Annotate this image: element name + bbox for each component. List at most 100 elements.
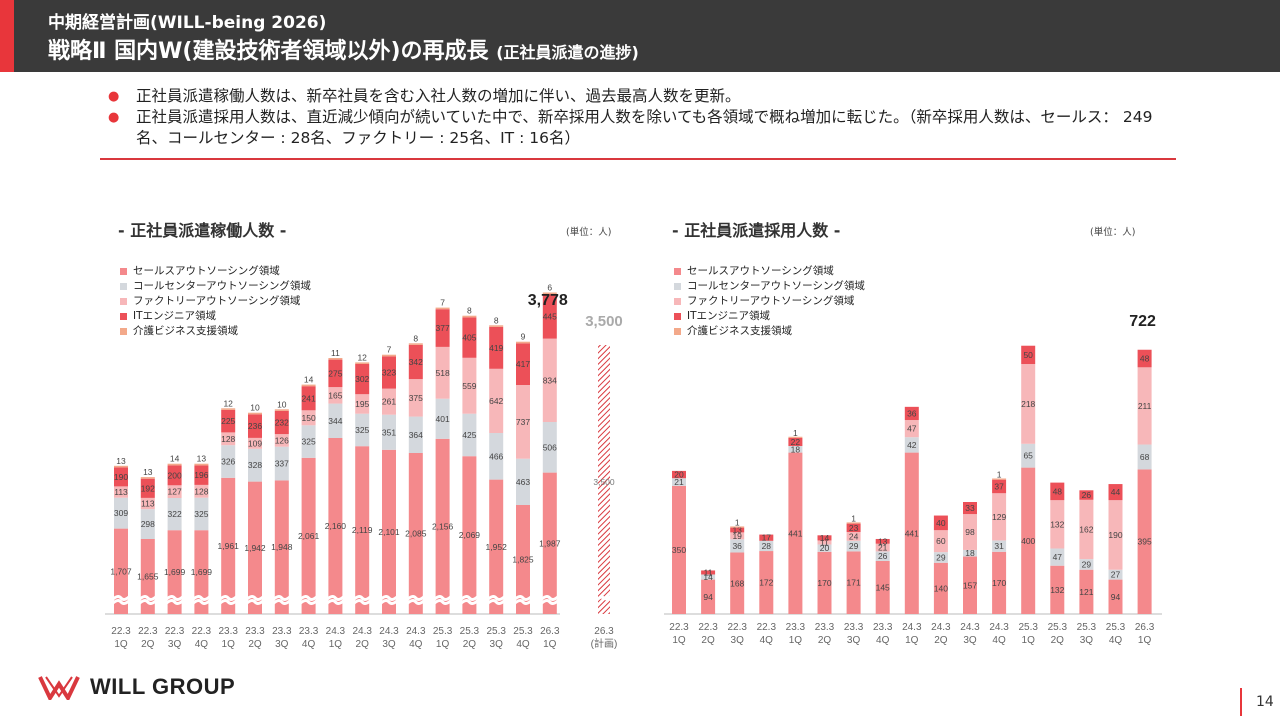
x-tick-label: 25.3 xyxy=(486,626,506,637)
axis-break-mark xyxy=(217,597,240,607)
x-tick-label: 25.3 xyxy=(513,626,533,637)
bar-segment xyxy=(875,538,890,544)
x-tick-label: 2Q xyxy=(248,639,262,650)
data-label: 559 xyxy=(462,381,476,391)
data-label: 170 xyxy=(992,578,1006,588)
bar-segment xyxy=(516,343,530,385)
x-tick-label: 23.3 xyxy=(245,626,265,637)
bullet-item: ● 正社員派遣稼働人数は、新卒社員を含む入社人数の増加に伴い、過去最高人数を更新。 xyxy=(108,86,1178,107)
bar-segment xyxy=(301,457,316,614)
legend-label: ITエンジニア領域 xyxy=(687,310,771,322)
bar-segment xyxy=(328,403,343,438)
bar-segment xyxy=(301,384,316,387)
bar-segment xyxy=(992,493,1007,541)
bar-segment xyxy=(730,526,745,528)
bar-segment xyxy=(194,465,209,485)
data-label: 128 xyxy=(221,434,235,444)
bar-segment xyxy=(248,437,262,449)
x-tick-label: 1Q xyxy=(543,639,557,650)
axis-break-mark xyxy=(163,597,186,607)
x-tick-label: 25.3 xyxy=(1106,622,1126,633)
x-tick-label: 2Q xyxy=(463,639,477,650)
bar-segment xyxy=(382,354,396,357)
bar-segment xyxy=(542,422,557,473)
data-label: 325 xyxy=(355,425,369,435)
data-label: 128 xyxy=(194,486,208,496)
data-label: 42 xyxy=(907,440,917,450)
bar-segment xyxy=(817,551,832,614)
data-label: 1,825 xyxy=(512,555,534,565)
bar-segment xyxy=(274,409,289,411)
data-label: 1,961 xyxy=(218,541,240,551)
axis-break-mark xyxy=(458,597,481,607)
data-label: 26 xyxy=(878,551,888,561)
x-tick-label: 3Q xyxy=(168,639,182,650)
x-tick-label: 22.3 xyxy=(757,622,777,633)
data-label: 36 xyxy=(732,541,742,551)
bar-segment xyxy=(167,463,182,466)
data-label: 13 xyxy=(197,454,207,464)
bullet-text: 正社員派遣採用人数は、直近減少傾向が続いていた中で、新卒採用人数を除いても各領域… xyxy=(136,108,1153,147)
bar-segment xyxy=(194,497,209,531)
legend-swatch xyxy=(674,268,681,275)
x-tick-label: 1Q xyxy=(1022,635,1036,646)
data-label: 126 xyxy=(275,435,289,445)
data-label: 162 xyxy=(1079,524,1093,534)
x-tick-label: 23.3 xyxy=(218,626,238,637)
data-label: 419 xyxy=(489,343,503,353)
bar-segment xyxy=(140,477,155,479)
bar-segment xyxy=(1108,484,1123,501)
data-label: 24 xyxy=(849,531,859,541)
legend-entry: ファクトリーアウトソーシング領域 xyxy=(674,294,865,309)
legend-swatch xyxy=(674,298,681,305)
bar-segment xyxy=(992,551,1007,614)
x-tick-label: 23.3 xyxy=(272,626,292,637)
x-tick-label: 24.3 xyxy=(379,626,399,637)
bar-segment xyxy=(759,551,774,614)
legend-swatch xyxy=(120,283,127,290)
chart-title-left: - 正社員派遣稼働人数 - xyxy=(118,221,287,240)
axis-break-mark xyxy=(217,593,240,603)
data-label: 9 xyxy=(521,332,526,342)
x-tick-label: 25.3 xyxy=(1018,622,1038,633)
bar-segment xyxy=(167,530,182,614)
bar-segment xyxy=(382,449,396,614)
header-bar: 中期経営計画(WILL-being 2026) 戦略Ⅱ 国内W(建設技術者領域以… xyxy=(0,0,1280,72)
company-logo: WILL GROUP xyxy=(38,674,235,700)
header-accent xyxy=(0,0,14,72)
data-label: 190 xyxy=(114,472,128,482)
x-tick-label: 22.3 xyxy=(727,622,747,633)
data-label: 325 xyxy=(302,437,316,447)
axis-break-mark xyxy=(190,597,213,607)
data-label: 17 xyxy=(762,533,772,543)
bar-segment xyxy=(1108,569,1123,580)
will-logo-icon xyxy=(38,676,80,700)
data-label: 195 xyxy=(355,399,369,409)
data-label: 309 xyxy=(114,508,128,518)
data-label: 400 xyxy=(1021,536,1035,546)
data-label: 190 xyxy=(1108,530,1122,540)
data-label: 351 xyxy=(382,427,396,437)
x-tick-label: 1Q xyxy=(329,639,343,650)
bar-segment xyxy=(274,480,289,614)
data-label: 236 xyxy=(248,421,262,431)
bar-segment xyxy=(817,540,832,545)
bar-segment xyxy=(408,343,423,345)
bar-segment xyxy=(248,412,262,415)
legend-label: コールセンターアウトソーシング領域 xyxy=(687,280,865,292)
data-label: 14 xyxy=(304,375,314,385)
data-label: 172 xyxy=(759,578,773,588)
bar-segment xyxy=(1079,490,1094,500)
bar-segment xyxy=(1021,443,1036,468)
x-tick-label: 3Q xyxy=(847,635,861,646)
x-tick-label: 25.3 xyxy=(433,626,453,637)
data-label: 113 xyxy=(114,487,128,497)
axis-break-mark xyxy=(136,597,159,607)
bar-segment xyxy=(701,579,716,614)
legend-swatch xyxy=(674,283,681,290)
bar-segment xyxy=(542,338,557,422)
x-tick-label: 3Q xyxy=(1080,635,1094,646)
data-label: 1,952 xyxy=(486,542,508,552)
bar-segment xyxy=(408,453,423,614)
bar-segment xyxy=(672,485,686,614)
